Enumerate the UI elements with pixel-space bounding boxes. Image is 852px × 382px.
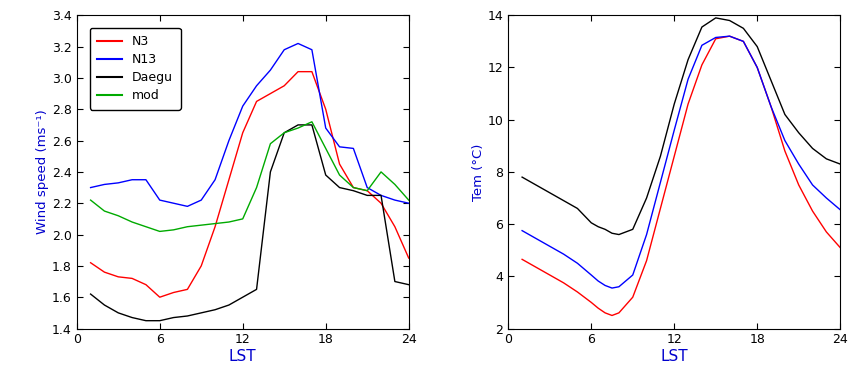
X-axis label: LST: LST [228,349,256,364]
X-axis label: LST: LST [659,349,688,364]
Legend: N3, N13, Daegu, mod: N3, N13, Daegu, mod [89,28,181,110]
Y-axis label: Tem (°C): Tem (°C) [471,143,484,201]
Y-axis label: Wind speed (ms⁻¹): Wind speed (ms⁻¹) [37,110,49,234]
